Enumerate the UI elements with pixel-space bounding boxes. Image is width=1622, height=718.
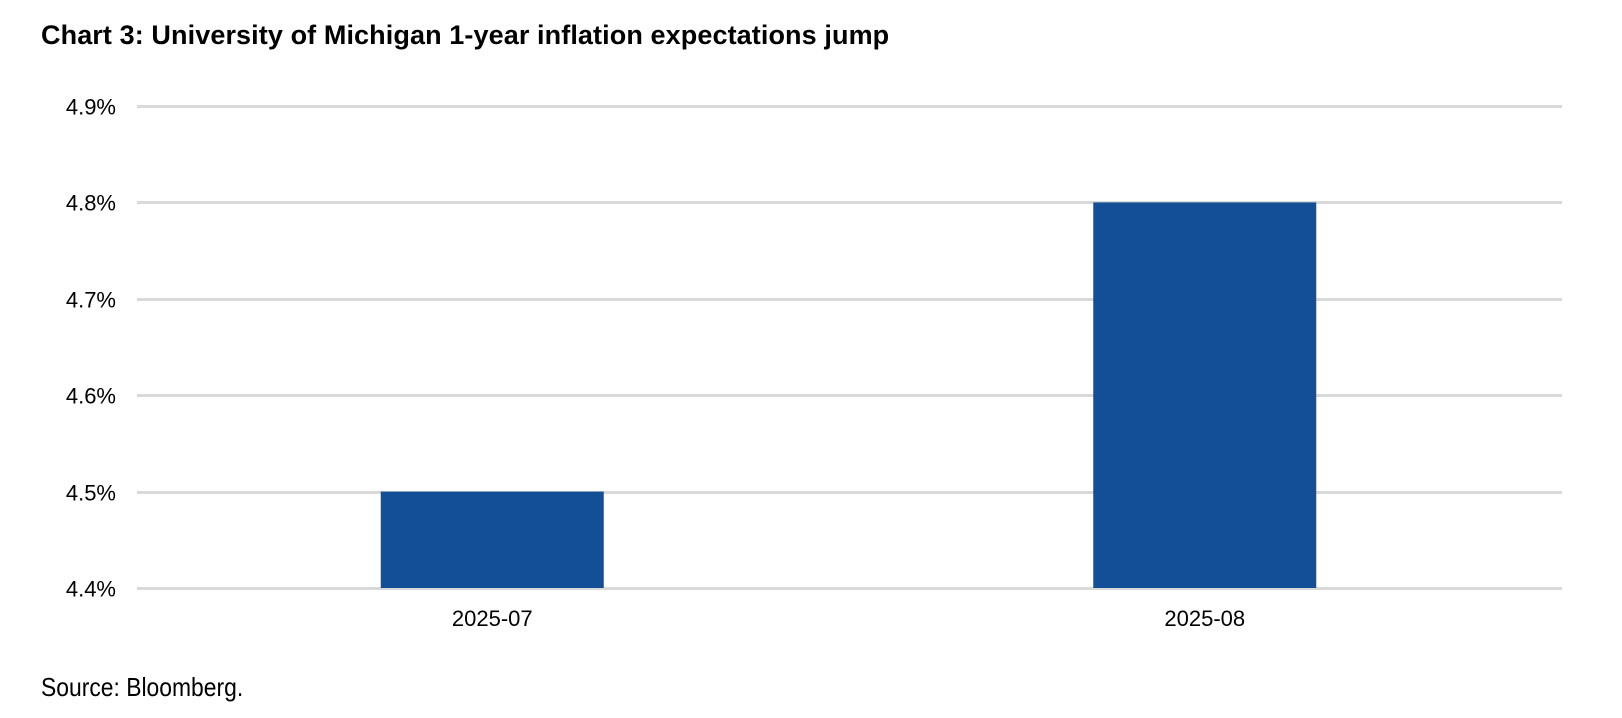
source-note: Source: Bloomberg. bbox=[41, 672, 244, 702]
x-tick-label: 2025-07 bbox=[452, 606, 533, 631]
chart-title: Chart 3: University of Michigan 1-year i… bbox=[41, 20, 890, 50]
y-tick-label: 4.6% bbox=[66, 384, 116, 409]
y-tick-label: 4.7% bbox=[66, 288, 116, 313]
bar-2025-07 bbox=[380, 491, 604, 588]
bar-2025-08 bbox=[1093, 202, 1317, 588]
y-tick-label: 4.4% bbox=[66, 577, 116, 602]
y-tick-label: 4.9% bbox=[66, 95, 116, 120]
bar-chart: 4.4% 4.5% 4.6% 4.7% 4.8% 4.9% 2025-07 2025-08 bbox=[66, 95, 1562, 631]
y-axis-ticks: 4.4% 4.5% 4.6% 4.7% 4.8% 4.9% bbox=[66, 95, 116, 602]
y-tick-label: 4.5% bbox=[66, 481, 116, 506]
x-axis-ticks: 2025-07 2025-08 bbox=[452, 606, 1245, 631]
gridlines bbox=[137, 105, 1562, 590]
bars bbox=[380, 202, 1317, 588]
y-tick-label: 4.8% bbox=[66, 191, 116, 216]
x-tick-label: 2025-08 bbox=[1164, 606, 1245, 631]
